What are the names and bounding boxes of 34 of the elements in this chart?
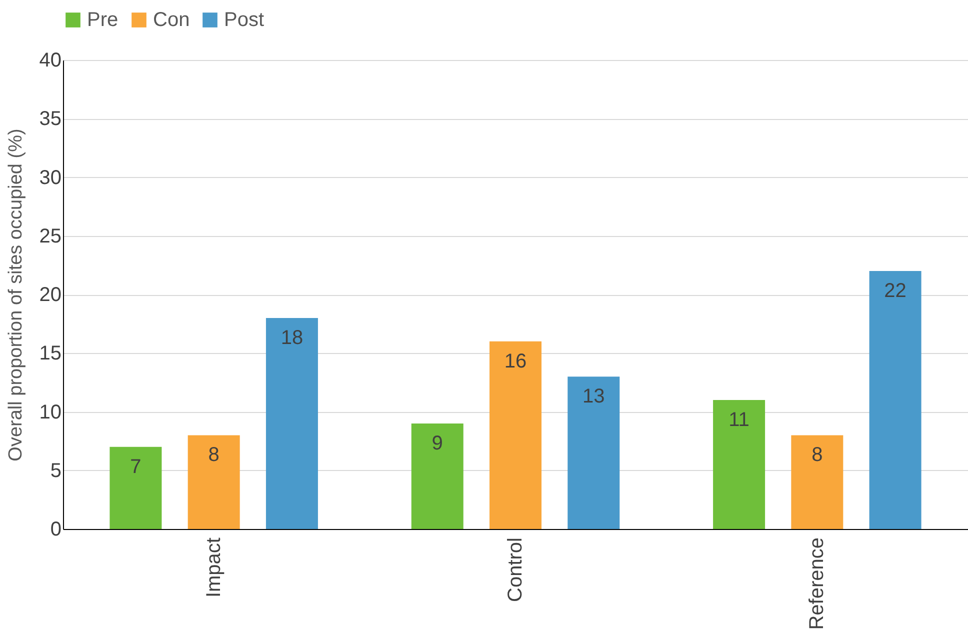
data-label: 18 [280,326,304,349]
y-tick-label: 30 [39,166,62,189]
data-label: 8 [208,444,220,466]
legend-label: Con [153,9,190,31]
data-label: 7 [130,456,142,478]
data-label: 8 [812,444,823,466]
data-label: 9 [432,432,443,454]
data-label: 13 [582,386,605,408]
data-label: 16 [504,350,527,372]
x-tick-label: Control [504,538,526,602]
y-tick-label: 25 [39,225,62,248]
legend-label: Pre [87,9,118,31]
bar [791,435,844,529]
bar [490,341,542,529]
y-tick-label: 10 [39,401,62,424]
legend-label: Post [224,9,264,31]
data-label: 22 [884,280,906,302]
y-tick-label: 15 [39,342,62,365]
y-tick-label: 0 [50,518,62,540]
bar [110,446,162,529]
y-tick-label: 35 [39,108,62,130]
y-tick-label: 20 [39,284,62,306]
y-tick-label: 40 [39,50,62,72]
x-tick-label: Reference [806,538,828,630]
data-label: 11 [728,409,750,432]
y-axis-title: Overall proportion of sites occupied (%) [5,128,26,462]
y-tick-label: 5 [50,460,62,482]
bar [869,271,922,529]
x-tick-label: Impact [202,537,225,598]
bar [411,423,464,529]
bar [188,435,240,529]
bar [568,376,620,529]
bar [713,400,766,529]
bar [266,318,318,529]
